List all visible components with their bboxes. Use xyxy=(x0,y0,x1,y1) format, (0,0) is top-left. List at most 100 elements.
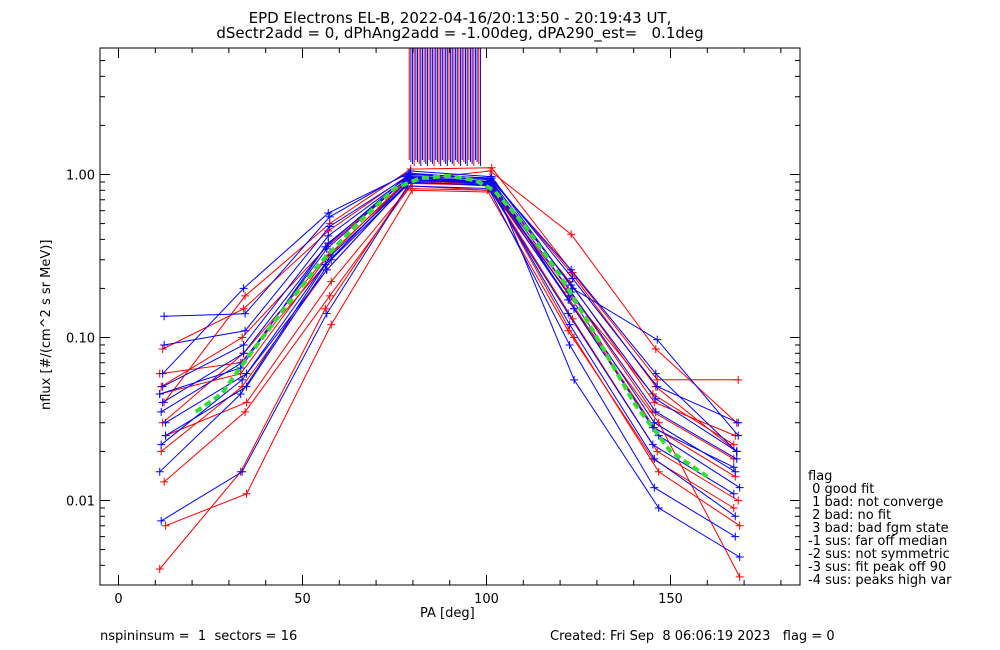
data-point xyxy=(322,265,331,274)
data-point xyxy=(564,295,573,304)
data-point xyxy=(734,418,743,427)
data-point xyxy=(241,309,250,318)
data-point xyxy=(238,467,247,476)
series-line xyxy=(160,181,736,478)
series-line xyxy=(165,189,740,527)
series-line xyxy=(162,172,738,452)
legend-title: flag xyxy=(808,469,833,484)
series-line xyxy=(162,176,737,460)
plot-frame xyxy=(99,47,801,586)
data-point xyxy=(158,345,167,354)
data-point xyxy=(648,390,657,399)
data-point xyxy=(565,340,574,349)
data-point xyxy=(731,532,740,541)
data-point xyxy=(241,291,250,300)
data-point xyxy=(564,309,573,318)
data-point xyxy=(568,274,577,283)
footer-right-text: Created: Fri Sep 8 06:06:19 2023 flag = … xyxy=(550,629,835,644)
data-point xyxy=(161,418,170,427)
data-point xyxy=(157,447,166,456)
data-point xyxy=(650,418,659,427)
data-point xyxy=(564,326,573,335)
x-tick-label: 100 xyxy=(474,592,499,607)
data-point xyxy=(325,291,334,300)
data-point xyxy=(732,447,741,456)
data-point xyxy=(565,320,574,329)
data-point xyxy=(239,349,248,358)
series-line xyxy=(159,187,735,570)
series-line xyxy=(162,170,738,424)
chart-data-layer xyxy=(155,48,744,581)
x-tick-label: 0 xyxy=(114,592,122,607)
x-tick-label: 50 xyxy=(294,592,311,607)
legend-item: 2 bad: no fit xyxy=(808,508,892,523)
data-point xyxy=(654,503,663,512)
data-point xyxy=(648,440,657,449)
median-fit-curve xyxy=(194,173,709,479)
data-point xyxy=(241,326,250,335)
data-point xyxy=(570,375,579,384)
data-point xyxy=(157,516,166,525)
data-point xyxy=(238,375,247,384)
data-point xyxy=(155,390,164,399)
data-point xyxy=(236,390,245,399)
data-point xyxy=(735,521,744,530)
y-tick-label: 0.01 xyxy=(66,495,95,510)
x-axis-label: PA [deg] xyxy=(420,606,475,621)
data-point xyxy=(651,369,660,378)
data-point xyxy=(650,483,659,492)
series-line xyxy=(164,173,739,424)
series-line xyxy=(162,173,738,452)
data-point xyxy=(732,454,741,463)
data-point xyxy=(729,463,738,472)
data-point xyxy=(239,304,248,313)
data-point xyxy=(729,489,738,498)
data-point xyxy=(321,260,330,269)
data-point xyxy=(735,553,744,562)
y-tick-label: 1.00 xyxy=(66,169,95,184)
y-axis-label: nflux [#/(cm^2 s sr MeV)] xyxy=(39,239,54,410)
data-point xyxy=(160,340,169,349)
data-point xyxy=(239,340,248,349)
data-point xyxy=(653,382,662,391)
data-point xyxy=(734,496,743,505)
chart-axes: 0 50 100 150 0.01 0.10 1.00 xyxy=(66,47,801,607)
data-point xyxy=(321,242,330,251)
footer-left-text: nspininsum = 1 sectors = 16 xyxy=(100,629,298,644)
data-point xyxy=(408,186,417,195)
data-point xyxy=(734,431,743,440)
data-point xyxy=(567,230,576,239)
data-point xyxy=(158,369,167,378)
data-point xyxy=(486,167,495,176)
data-point xyxy=(651,394,660,403)
data-point xyxy=(650,398,659,407)
data-point xyxy=(325,222,334,231)
legend-item: -3 sus: fit peak off 90 xyxy=(808,560,947,575)
data-point xyxy=(327,277,336,286)
chart-title-line-2: dSectr2add = 0, dPhAng2add = -1.00deg, d… xyxy=(216,24,704,42)
data-point xyxy=(324,231,333,240)
legend-item: -4 sus: peaks high var xyxy=(808,573,952,588)
data-point xyxy=(155,564,164,573)
data-point xyxy=(322,309,331,318)
data-point xyxy=(651,407,660,416)
data-point xyxy=(653,375,662,384)
data-point xyxy=(155,467,164,476)
data-point xyxy=(239,284,248,293)
data-point xyxy=(653,447,662,456)
data-point xyxy=(653,335,662,344)
chart-title-line-1: EPD Electrons EL-B, 2022-04-16/20:13:50 … xyxy=(248,9,672,27)
legend-item: 0 good fit xyxy=(808,482,875,497)
data-point xyxy=(568,314,577,323)
data-point xyxy=(487,163,496,172)
series-group xyxy=(155,48,744,581)
data-point xyxy=(486,174,495,183)
legend-item: -1 sus: far off median xyxy=(808,534,948,549)
data-point xyxy=(236,363,245,372)
legend-item: 1 bad: not converge xyxy=(808,495,944,510)
data-point xyxy=(654,467,663,476)
x-tick-label: 150 xyxy=(658,592,683,607)
data-point xyxy=(735,572,744,581)
data-point xyxy=(327,320,336,329)
